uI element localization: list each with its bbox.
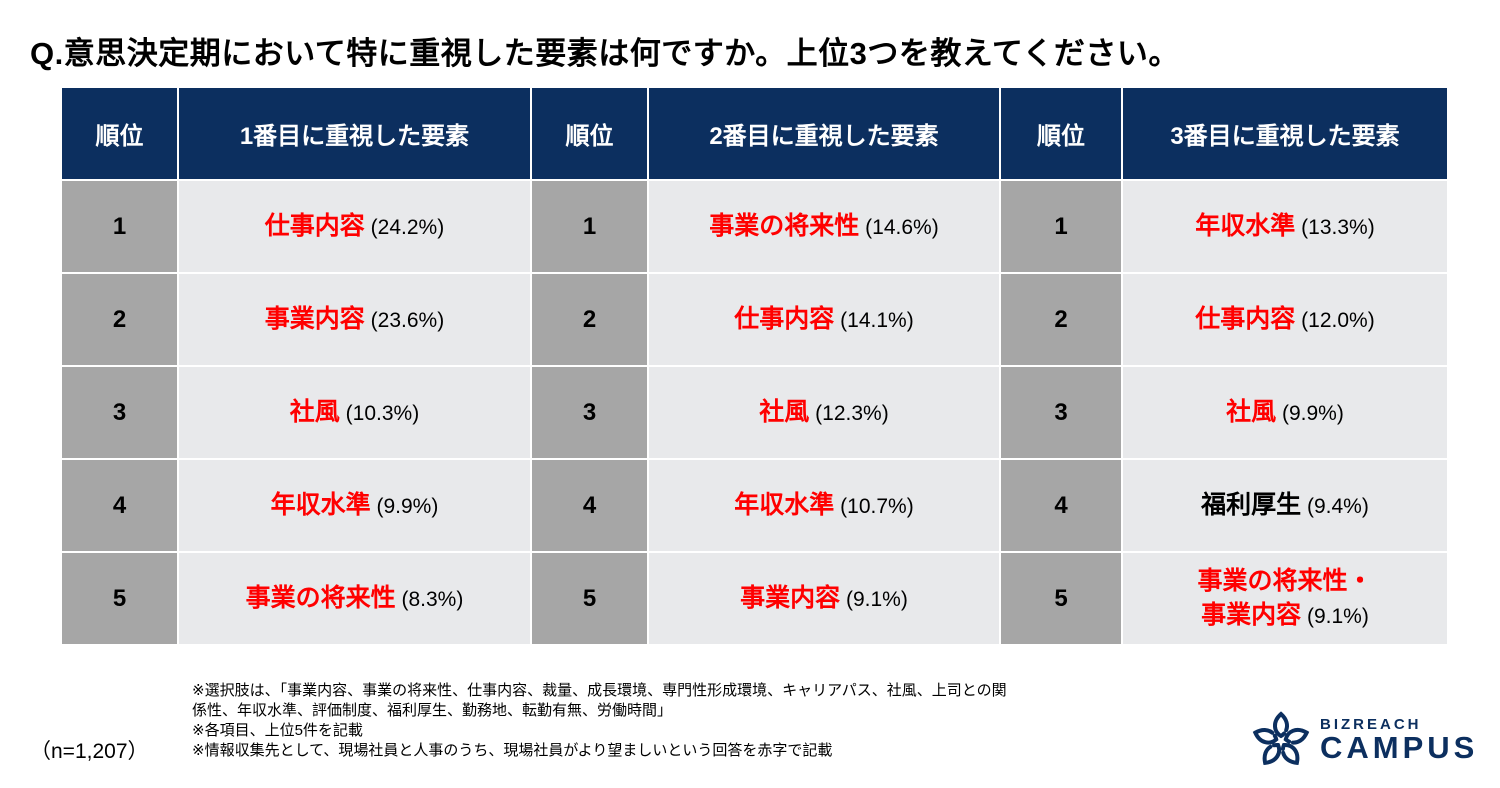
element-name: 事業内容 xyxy=(740,583,841,612)
footnote: ※選択肢は、「事業内容、事業の将来性、仕事内容、裁量、成長環境、専門性形成環境、… xyxy=(192,682,1007,699)
element-name: 社風 xyxy=(759,397,810,426)
element-percent: (9.9%) xyxy=(1282,401,1344,425)
element-cell: 仕事内容 (24.2%) xyxy=(179,181,530,272)
rank-cell: 2 xyxy=(62,274,177,365)
column-header: 順位 xyxy=(1001,88,1121,179)
element-name: 事業内容 xyxy=(1201,600,1302,629)
element-name: 年収水準 xyxy=(270,490,371,519)
element-percent: (24.2%) xyxy=(370,215,445,239)
element-percent: (14.1%) xyxy=(840,308,914,332)
element-percent: (12.0%) xyxy=(1301,308,1375,332)
element-cell: 年収水準 (13.3%) xyxy=(1123,181,1447,272)
element-cell: 仕事内容 (14.1%) xyxy=(649,274,999,365)
logo-line1: BIZREACH xyxy=(1320,715,1422,733)
element-percent: (10.3%) xyxy=(345,401,420,425)
footnote: 係性、年収水準、評価制度、福利厚生、勤務地、転勤有無、労働時間」 xyxy=(192,702,673,719)
element-name: 仕事内容 xyxy=(264,211,365,240)
sample-size: （n=1,207） xyxy=(30,740,149,763)
column-header: 2番目に重視した要素 xyxy=(649,88,999,179)
element-name: 社風 xyxy=(1226,397,1277,426)
element-percent: (12.3%) xyxy=(815,401,889,425)
element-cell: 事業内容 (9.1%) xyxy=(649,553,999,644)
element-cell: 福利厚生 (9.4%) xyxy=(1123,460,1447,551)
rank-cell: 3 xyxy=(62,367,177,458)
footnote: ※各項目、上位5件を記載 xyxy=(192,722,363,739)
column-header: 順位 xyxy=(532,88,647,179)
ranking-table: 順位 1番目に重視した要素 順位 2番目に重視した要素 順位 3番目に重視した要素 1 仕事内… xyxy=(62,88,1447,644)
element-percent: (9.9%) xyxy=(376,494,439,518)
column-header: 3番目に重視した要素 xyxy=(1123,88,1447,179)
element-percent: (9.4%) xyxy=(1307,494,1369,518)
bizreach-campus-logo: BIZREACH CAMPUS xyxy=(1250,708,1478,770)
page-title: Q.意思決定期において特に重視した要素は何ですか。上位3つを教えてください。 xyxy=(30,36,1180,71)
element-cell: 社風 (9.9%) xyxy=(1123,367,1447,458)
element-name: 年収水準 xyxy=(1195,211,1296,240)
rank-cell: 5 xyxy=(62,553,177,644)
rank-cell: 2 xyxy=(532,274,647,365)
element-percent: (14.6%) xyxy=(865,215,939,239)
rank-cell: 3 xyxy=(1001,367,1121,458)
rank-cell: 4 xyxy=(1001,460,1121,551)
element-percent: (13.3%) xyxy=(1301,215,1375,239)
rank-cell: 3 xyxy=(532,367,647,458)
element-name: 福利厚生 xyxy=(1201,490,1302,519)
element-cell: 社風 (12.3%) xyxy=(649,367,999,458)
element-name: 年収水準 xyxy=(734,490,835,519)
column-header: 1番目に重視した要素 xyxy=(179,88,530,179)
footnotes: ※選択肢は、「事業内容、事業の将来性、仕事内容、裁量、成長環境、専門性形成環境、… xyxy=(192,681,1007,761)
element-name: 事業の将来性 xyxy=(709,211,860,240)
rank-cell: 1 xyxy=(532,181,647,272)
element-name: 仕事内容 xyxy=(734,304,835,333)
rank-cell: 4 xyxy=(532,460,647,551)
element-percent: (8.3%) xyxy=(401,587,464,611)
element-cell: 事業の将来性・事業内容 (9.1%) xyxy=(1123,553,1447,644)
element-percent: (9.1%) xyxy=(1306,604,1369,628)
rank-cell: 5 xyxy=(1001,553,1121,644)
element-cell: 社風 (10.3%) xyxy=(179,367,530,458)
element-name: 社風 xyxy=(289,397,340,426)
element-name: 事業内容 xyxy=(264,304,365,333)
element-cell: 仕事内容 (12.0%) xyxy=(1123,274,1447,365)
element-percent: (23.6%) xyxy=(370,308,445,332)
element-name: 仕事内容 xyxy=(1195,304,1296,333)
element-percent: (9.1%) xyxy=(846,587,908,611)
element-cell: 事業の将来性 (14.6%) xyxy=(649,181,999,272)
column-header: 順位 xyxy=(62,88,177,179)
element-name: 事業の将来性 xyxy=(245,583,396,612)
rank-cell: 1 xyxy=(1001,181,1121,272)
element-cell: 事業内容 (23.6%) xyxy=(179,274,530,365)
rank-cell: 2 xyxy=(1001,274,1121,365)
element-cell: 年収水準 (9.9%) xyxy=(179,460,530,551)
element-cell: 年収水準 (10.7%) xyxy=(649,460,999,551)
element-name: 事業の将来性・ xyxy=(1197,566,1373,595)
footnote: ※情報収集先として、現場社員と人事のうち、現場社員がより望ましいという回答を赤字… xyxy=(192,742,833,759)
rank-cell: 4 xyxy=(62,460,177,551)
flower-logo-icon xyxy=(1252,711,1310,766)
element-percent: (10.7%) xyxy=(840,494,914,518)
element-cell: 事業の将来性 (8.3%) xyxy=(179,553,530,644)
rank-cell: 1 xyxy=(62,181,177,272)
rank-cell: 5 xyxy=(532,553,647,644)
logo-line2: CAMPUS xyxy=(1320,729,1479,765)
